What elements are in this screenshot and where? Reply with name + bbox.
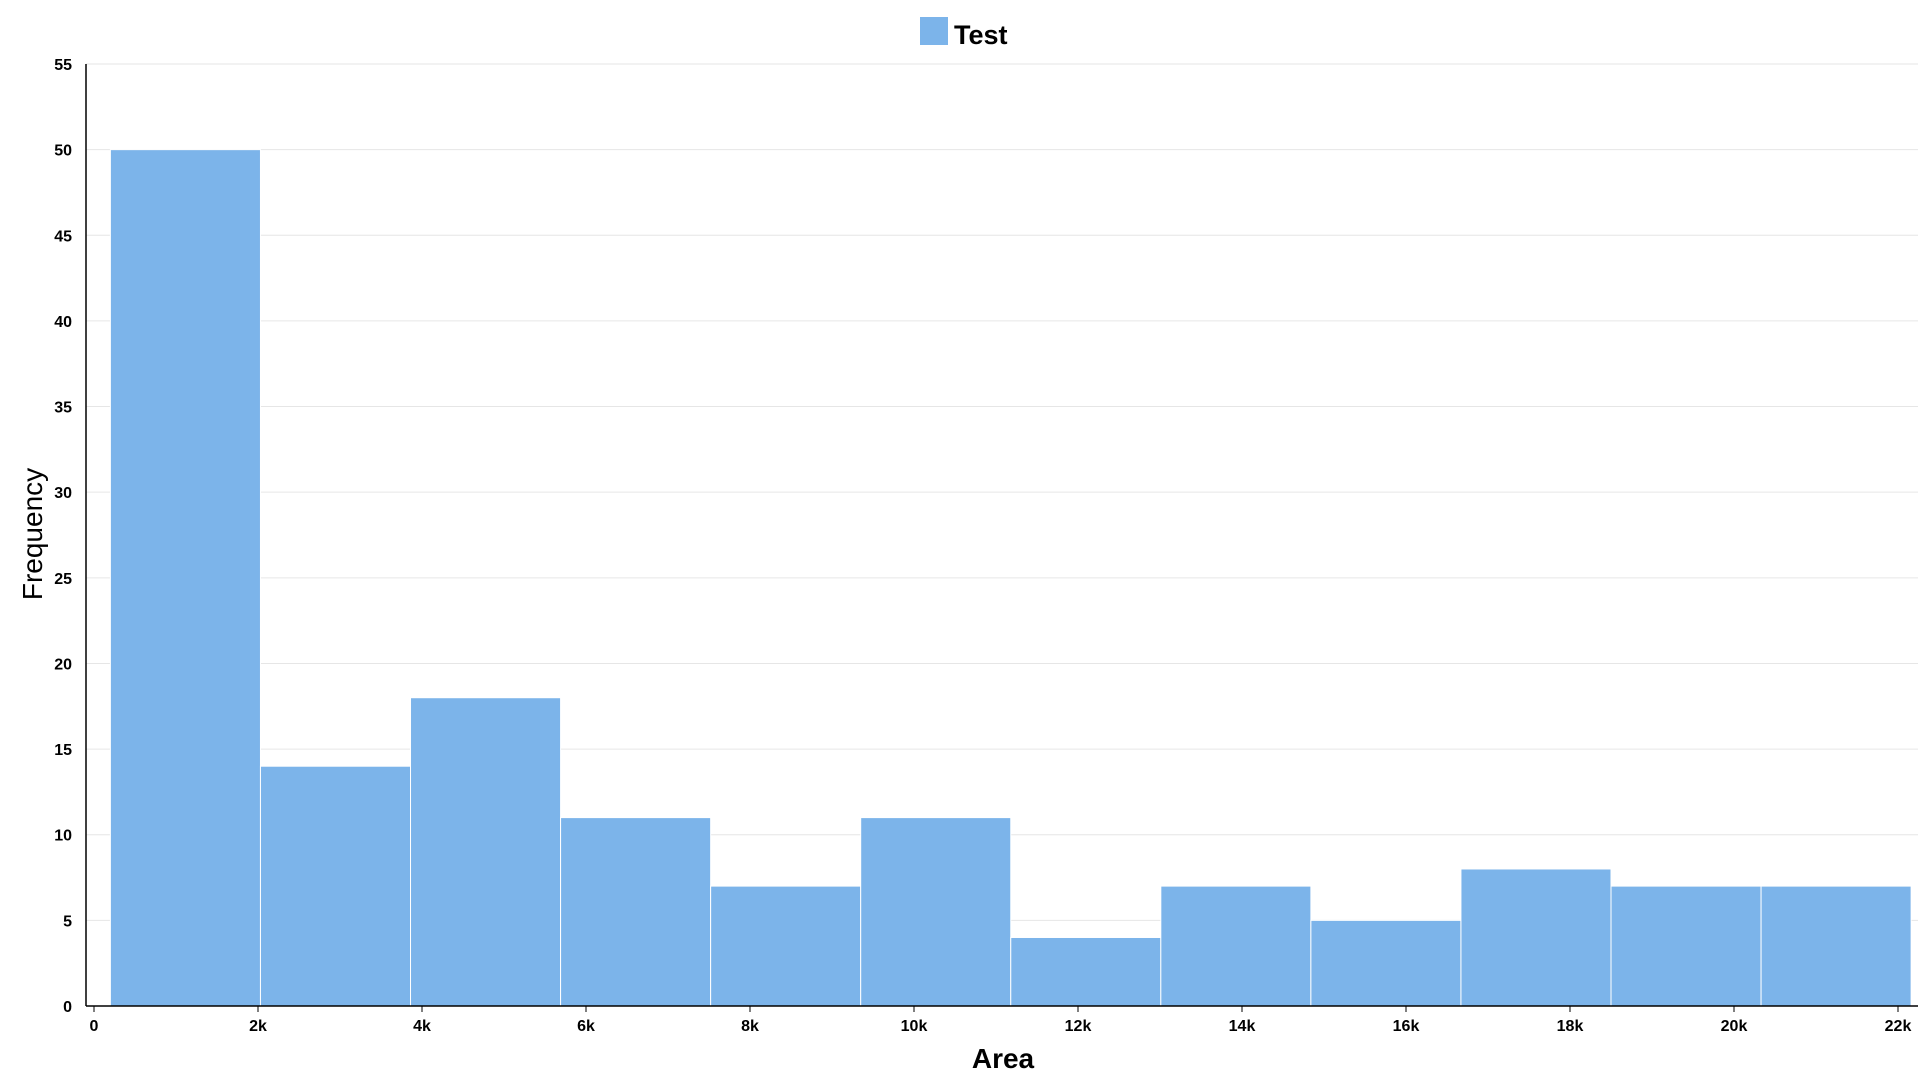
y-tick-label: 25 bbox=[54, 571, 72, 588]
x-tick-label: 10k bbox=[901, 1018, 928, 1035]
y-tick-label: 10 bbox=[54, 828, 72, 845]
x-tick-label: 20k bbox=[1721, 1018, 1748, 1035]
histogram-bar bbox=[410, 697, 562, 1007]
x-tick-label: 0 bbox=[90, 1018, 99, 1035]
histogram-bar bbox=[1010, 936, 1162, 1007]
histogram-bar bbox=[1160, 885, 1312, 1007]
histogram-bar bbox=[860, 817, 1012, 1007]
axes: 0 5 10 15 20 25 30 35 40 45 50 55 0 2k 4k 6k 8k 10k 12k 14k… bbox=[54, 57, 1918, 1035]
histogram-bar bbox=[1760, 885, 1912, 1007]
x-tick-label: 12k bbox=[1065, 1018, 1092, 1035]
histogram-bar bbox=[1610, 885, 1762, 1007]
y-tick-label: 20 bbox=[54, 656, 72, 673]
x-tick-label: 2k bbox=[249, 1018, 267, 1035]
histogram-bar bbox=[1460, 868, 1612, 1007]
y-tick-label: 35 bbox=[54, 400, 72, 417]
y-tick-label: 55 bbox=[54, 57, 72, 74]
y-tick-label: 45 bbox=[54, 228, 72, 245]
y-axis-title: Frequency bbox=[17, 468, 48, 600]
x-axis-title: Area bbox=[972, 1043, 1035, 1074]
x-tick-label: 22k bbox=[1885, 1018, 1912, 1035]
x-tick-label: 16k bbox=[1393, 1018, 1420, 1035]
x-tick-label: 14k bbox=[1229, 1018, 1256, 1035]
x-tick-label: 6k bbox=[577, 1018, 595, 1035]
x-tick-label: 4k bbox=[413, 1018, 431, 1035]
y-tick-label: 0 bbox=[63, 999, 72, 1016]
legend: Test bbox=[920, 17, 1008, 50]
y-tick-label: 15 bbox=[54, 742, 72, 759]
histogram-bar bbox=[710, 885, 862, 1007]
y-tick-label: 50 bbox=[54, 143, 72, 160]
y-tick-label: 40 bbox=[54, 314, 72, 331]
y-tick-label: 5 bbox=[63, 913, 72, 930]
histogram-bar bbox=[259, 765, 412, 1007]
x-tick-label: 18k bbox=[1557, 1018, 1584, 1035]
legend-label: Test bbox=[954, 20, 1008, 50]
histogram-bars bbox=[109, 149, 1912, 1007]
legend-swatch bbox=[920, 17, 948, 45]
histogram-bar bbox=[560, 817, 712, 1007]
histogram-bar bbox=[1310, 919, 1462, 1007]
histogram-bar bbox=[109, 149, 261, 1007]
y-tick-label: 30 bbox=[54, 485, 72, 502]
x-tick-label: 8k bbox=[741, 1018, 759, 1035]
